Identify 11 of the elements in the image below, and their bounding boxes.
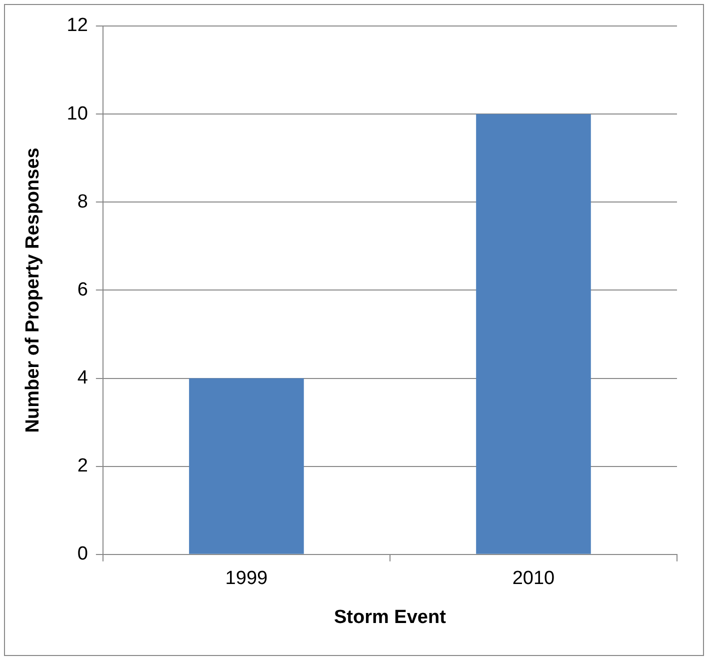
y-tick-label: 4 <box>77 368 88 388</box>
y-tick-label: 10 <box>66 103 88 124</box>
y-tick-label: 0 <box>77 544 88 565</box>
y-tick-label: 8 <box>77 191 88 212</box>
x-tick-label: 2010 <box>512 568 555 590</box>
x-axis-title: Storm Event <box>334 606 447 628</box>
x-tick-label: 1999 <box>225 568 268 590</box>
y-tick-label: 6 <box>77 279 88 300</box>
y-axis-title: Number of Property Responses <box>22 148 44 433</box>
y-tick-label: 2 <box>77 456 88 477</box>
y-tick-label: 12 <box>66 15 88 36</box>
